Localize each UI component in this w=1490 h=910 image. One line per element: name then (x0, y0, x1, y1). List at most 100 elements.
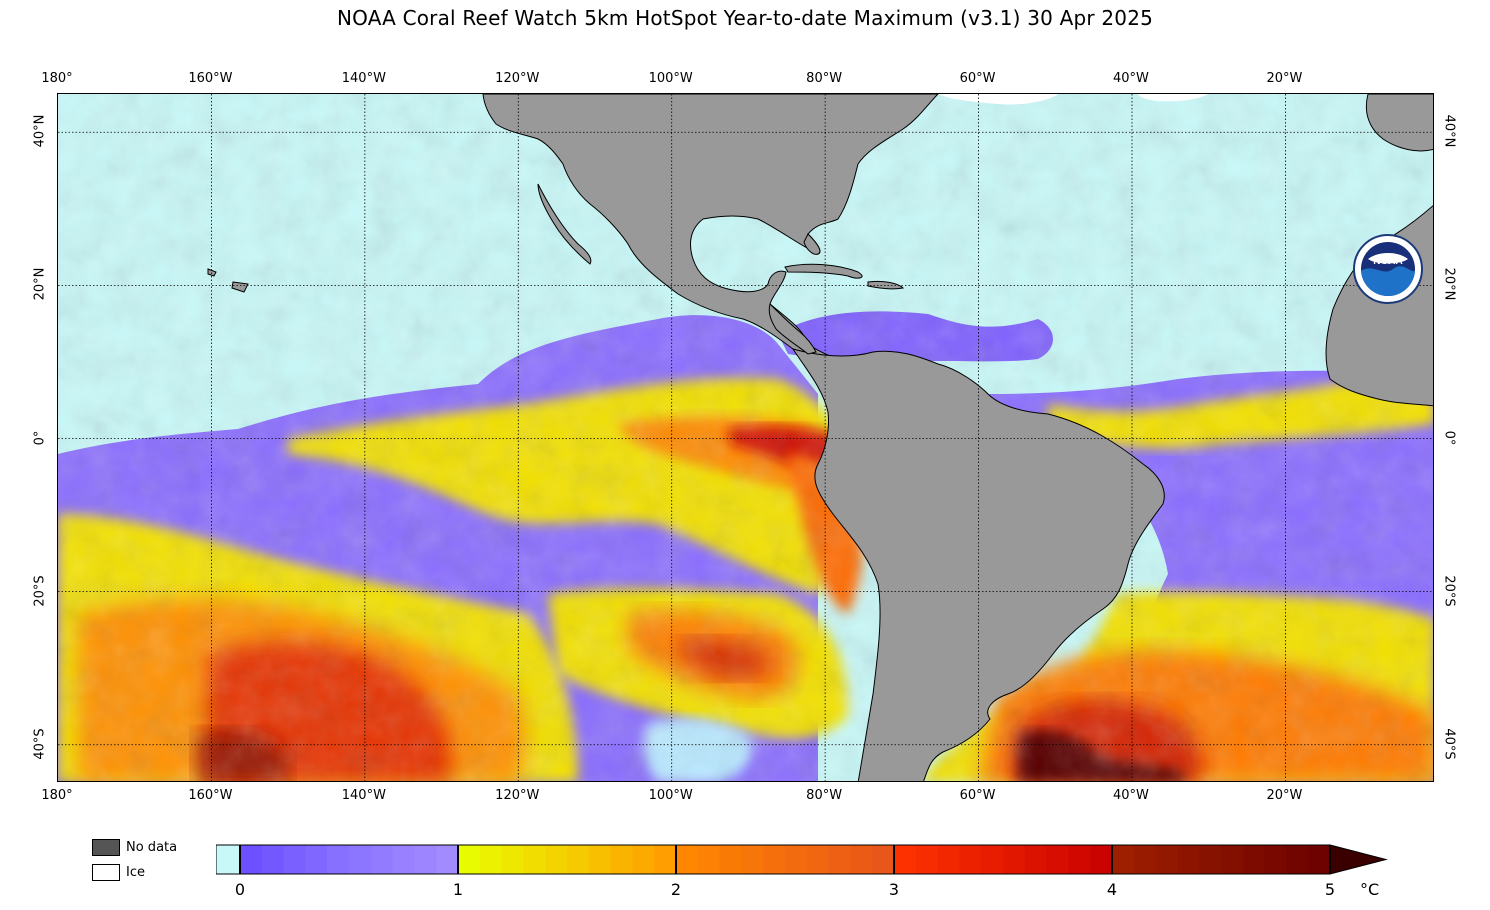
colorbar-tick-label: 5 (1324, 880, 1336, 899)
colorbar-segment (1242, 845, 1266, 874)
colorbar-segment (785, 845, 808, 874)
ice-label: Ice (126, 865, 145, 880)
top-longitude-label: 100°W (648, 71, 693, 86)
bottom-longitude-label: 60°W (959, 788, 996, 803)
top-longitude-label: 40°W (1113, 71, 1149, 86)
colorbar-segment (872, 845, 895, 874)
colorbar-segment (1286, 845, 1309, 874)
ice-patches (938, 94, 1208, 105)
colorbar-segment (1003, 845, 1026, 874)
left-latitude-label: 20°N (32, 267, 48, 301)
top-longitude-label: 20°W (1266, 71, 1303, 86)
colorbar-unit: °C (1360, 880, 1380, 899)
hotspot-region-cold-patch (643, 718, 752, 781)
bottom-longitude-label: 180° (41, 788, 73, 803)
colorbar-segment (1090, 845, 1113, 874)
top-longitude-label: 60°W (959, 71, 996, 86)
hotspot-region-south-atlantic-dark (1018, 730, 1187, 781)
colorbar-segment (741, 845, 764, 874)
top-longitude-label: 180° (41, 71, 73, 86)
noaa-logo-icon: NOAA (1353, 234, 1423, 304)
colorbar-segment (458, 845, 481, 874)
hotspot-region-caribbean (778, 311, 1053, 362)
top-longitude-label: 160°W (188, 71, 233, 86)
bottom-longitude-label: 120°W (495, 788, 540, 803)
colorbar-segment (545, 845, 568, 874)
colorbar-segment (392, 845, 415, 874)
top-longitude-label: 120°W (495, 71, 540, 86)
colorbar-segment (523, 845, 546, 874)
bottom-longitude-label: 20°W (1266, 788, 1303, 803)
colorbar-segment (567, 845, 590, 874)
right-latitude-label: 0° (1441, 430, 1457, 445)
colorbar-tick-label: 3 (888, 880, 900, 899)
florida (803, 233, 821, 255)
colorbar-segment (588, 845, 612, 874)
top-longitude-label: 80°W (806, 71, 843, 86)
colorbar-segment (915, 845, 939, 874)
colorbar-tick-label: 2 (670, 880, 682, 899)
colorbar-segment (1308, 845, 1331, 874)
right-latitude-label: 40°N (1441, 114, 1457, 148)
no-data-label: No data (126, 840, 178, 855)
colorbar (216, 844, 1388, 875)
colorbar-segment (1177, 845, 1200, 874)
top-longitude-label: 140°W (341, 71, 386, 86)
colorbar-segment (1112, 845, 1135, 874)
colorbar-tick-label: 0 (234, 880, 246, 899)
bottom-longitude-label: 100°W (648, 788, 693, 803)
colorbar-segment (240, 845, 263, 874)
iberia-land (1365, 94, 1433, 152)
hotspot-map[interactable]: NOAA (58, 94, 1434, 782)
colorbar-tick-label: 4 (1106, 880, 1118, 899)
colorbar-segment (894, 845, 917, 874)
colorbar-segment (261, 845, 285, 874)
colorbar-segment (1221, 845, 1244, 874)
right-latitude-label: 20°N (1441, 267, 1457, 301)
colorbar-segment (828, 845, 851, 874)
hotspot-region-amazon-outflow (1048, 374, 1433, 449)
colorbar-segment (1068, 845, 1091, 874)
baja-california (537, 183, 592, 265)
colorbar-segment (501, 845, 524, 874)
colorbar-segment (981, 845, 1004, 874)
ice-swatch (92, 864, 120, 881)
bottom-longitude-label: 40°W (1113, 788, 1149, 803)
colorbar-segment (763, 845, 786, 874)
hotspot-field (58, 311, 1433, 781)
bottom-longitude-label: 80°W (806, 788, 843, 803)
colorbar-segment (937, 845, 960, 874)
colorbar-segment (632, 845, 655, 874)
colorbar-segment (1133, 845, 1157, 874)
map-frame[interactable]: NOAA (57, 93, 1434, 782)
noaa-logo-text: NOAA (1373, 256, 1402, 267)
colorbar-segment (654, 845, 677, 874)
colorbar-segment (1199, 845, 1222, 874)
colorbar-segment (806, 845, 830, 874)
colorbar-segment (283, 845, 306, 874)
left-latitude-label: 40°S (32, 728, 48, 760)
colorbar-segment (370, 845, 394, 874)
graticule (58, 94, 1433, 781)
colorbar-segment (479, 845, 503, 874)
colorbar-segment (850, 845, 873, 874)
left-latitude-label: 40°N (32, 114, 48, 148)
no-data-swatch (92, 839, 120, 856)
colorbar-segment (327, 845, 350, 874)
right-latitude-label: 40°S (1441, 728, 1457, 760)
right-latitude-label: 20°S (1441, 574, 1457, 607)
colorbar-segment (676, 845, 699, 874)
colorbar-segment (1024, 845, 1048, 874)
colorbar-extend-arrow (1329, 844, 1388, 875)
bottom-longitude-label: 160°W (188, 788, 233, 803)
colorbar-segment (436, 845, 459, 874)
colorbar-segment (349, 845, 372, 874)
map-title: NOAA Coral Reef Watch 5km HotSpot Year-t… (336, 6, 1154, 30)
colorbar-segment (697, 845, 721, 874)
central-america (768, 303, 817, 355)
hotspot-region-mid-pacific-red (678, 637, 773, 679)
colorbar-segment (719, 845, 742, 874)
colorbar-segment (959, 845, 982, 874)
colorbar-segment (305, 845, 328, 874)
left-latitude-label: 0° (32, 430, 48, 445)
